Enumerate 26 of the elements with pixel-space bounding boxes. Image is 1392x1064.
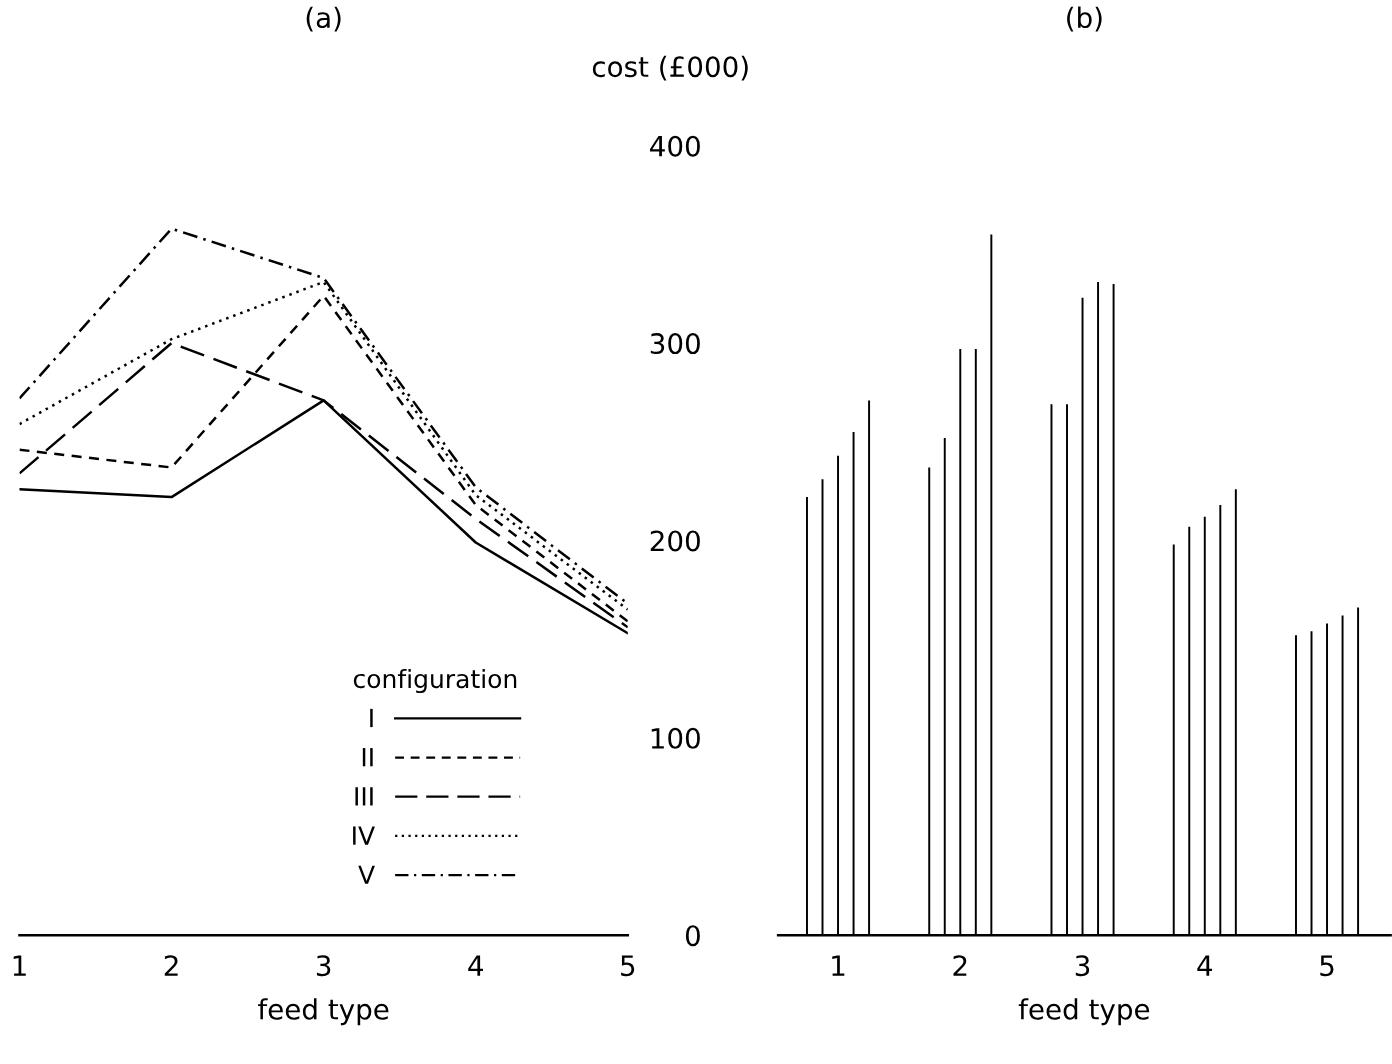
x-tick-label: 2 [164,955,178,976]
x-tick-label: 4 [1197,955,1213,976]
x-axis-title: feed type [258,998,389,1026]
legend-label: V [358,865,375,884]
y-tick-label: 400 [650,135,700,157]
x-tick-label: 5 [621,955,635,977]
x-tick-label: 1 [832,955,845,976]
legend-label: II [362,748,373,767]
x-axis-title: feed type [1018,998,1150,1026]
x-tick-label: 3 [316,955,331,977]
legend-title: configuration [353,668,517,694]
y-tick-label: 100 [651,727,700,749]
legend-label: I [370,708,373,728]
y-tick-label: 0 [685,925,700,947]
x-tick-label: 5 [1320,955,1334,977]
y-axis-title: cost (£000) [592,55,748,81]
y-tick-label: 300 [650,333,700,355]
legend-label: III [355,787,373,806]
x-tick-label: 4 [468,955,483,976]
chart-title: (a) [306,6,341,32]
legend-label: IV [353,826,375,845]
chart-title: (b) [1067,6,1102,32]
y-tick-label: 200 [650,530,700,552]
x-tick-label: 2 [953,955,967,976]
x-tick-label: 1 [13,955,26,976]
x-tick-label: 3 [1075,955,1090,977]
